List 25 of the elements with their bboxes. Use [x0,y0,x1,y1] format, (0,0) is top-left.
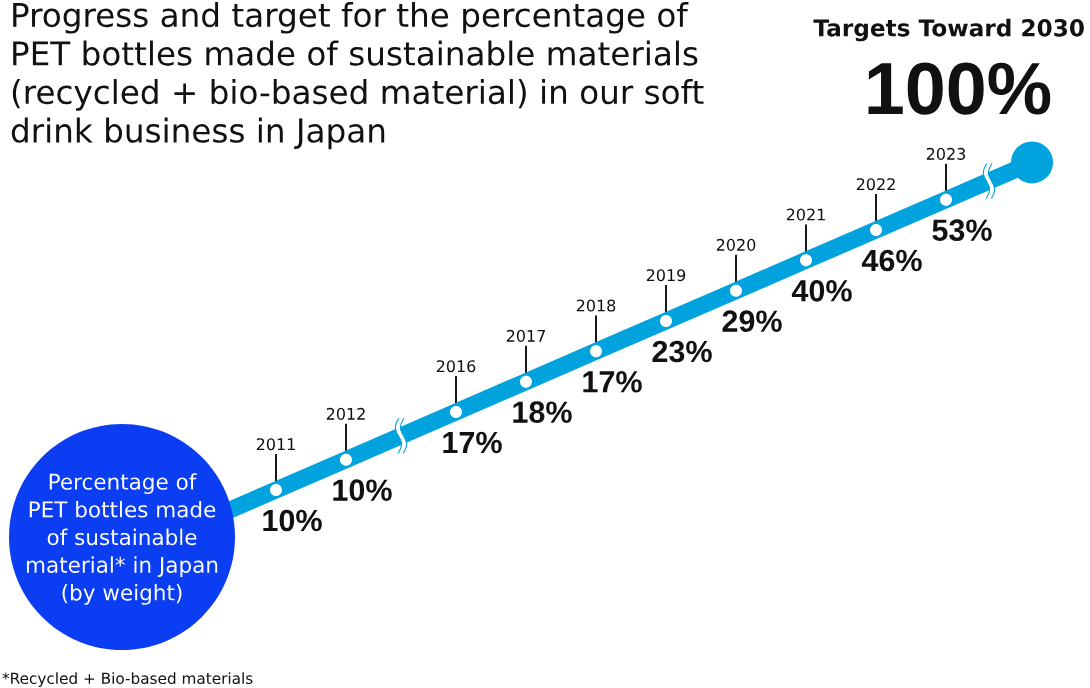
category-label: 2021 [786,208,825,221]
data-label: 23% [652,340,712,363]
category-label: 2016 [436,360,476,373]
category-label: 2020 [716,238,756,251]
data-label: 10% [333,479,392,501]
text: Percentage of PET bottles made of sustainable material* in Japan (by weight) [26,473,218,605]
text: 100% [868,62,1051,115]
data-label: 29% [722,310,782,332]
category-label: 2012 [326,407,365,420]
text: Progress and target for the percentage of PET bottles made of sustainable materials (recycled + bio-based material) in our soft drink business in Japan [11,2,704,150]
data-label: 17% [583,371,642,393]
data-label: 40% [791,280,852,302]
text: Targets Toward 2030 [813,18,1084,42]
category-label: 2022 [856,178,895,191]
text: *Recycled + Bio-based materials [2,672,253,687]
category-label: 2017 [506,329,545,342]
category-label: 2019 [646,269,686,282]
data-label: 17% [443,431,502,454]
data-label: 18% [513,401,572,423]
data-label: 10% [263,509,322,532]
category-label: 2018 [576,299,616,312]
category-label: 2023 [926,147,966,160]
category-label: 2011 [256,438,295,451]
data-label: 46% [861,249,922,272]
data-label: 53% [932,219,992,242]
